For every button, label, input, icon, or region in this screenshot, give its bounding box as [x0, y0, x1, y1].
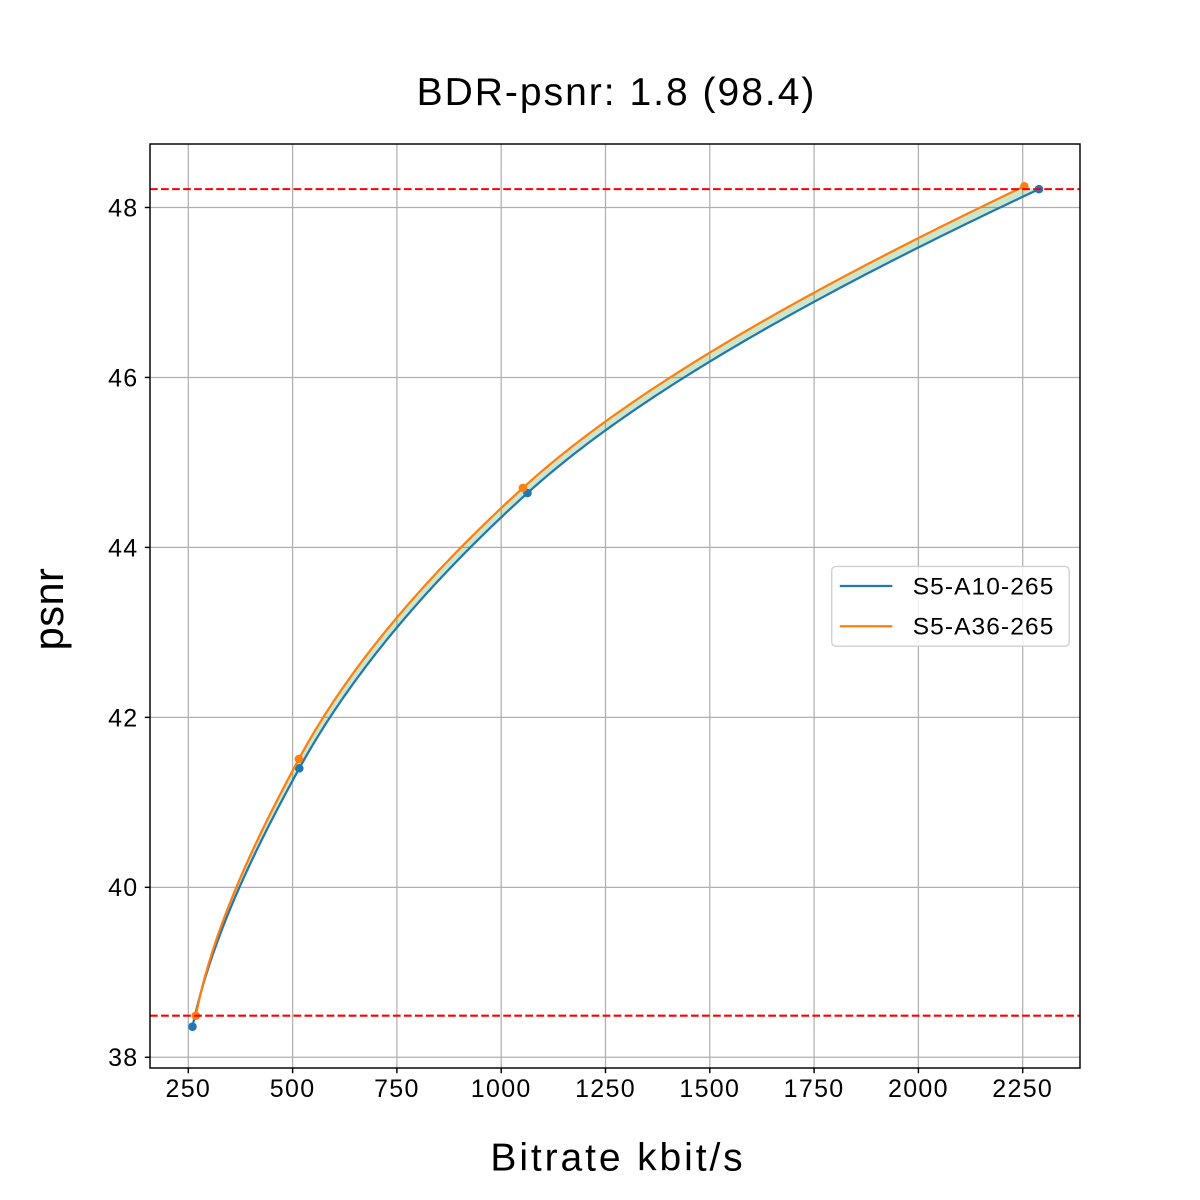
svg-text:S5-A10-265: S5-A10-265	[913, 573, 1055, 600]
svg-text:48: 48	[108, 194, 138, 222]
svg-text:40: 40	[108, 874, 138, 902]
svg-text:1000: 1000	[471, 1075, 532, 1103]
svg-text:250: 250	[165, 1075, 211, 1103]
svg-text:42: 42	[108, 704, 138, 732]
svg-text:1750: 1750	[784, 1075, 845, 1103]
svg-text:44: 44	[108, 534, 138, 562]
svg-text:2000: 2000	[888, 1075, 949, 1103]
svg-text:1500: 1500	[679, 1075, 740, 1103]
svg-text:750: 750	[374, 1075, 420, 1103]
svg-text:S5-A36-265: S5-A36-265	[913, 614, 1055, 641]
svg-text:BDR-psnr: 1.8 (98.4): BDR-psnr: 1.8 (98.4)	[417, 71, 817, 114]
svg-text:46: 46	[108, 364, 138, 392]
svg-text:38: 38	[108, 1044, 138, 1072]
svg-text:psnr: psnr	[25, 568, 72, 651]
svg-text:Bitrate kbit/s: Bitrate kbit/s	[490, 1136, 745, 1179]
svg-text:2250: 2250	[992, 1075, 1053, 1103]
svg-text:500: 500	[270, 1075, 316, 1103]
svg-text:1250: 1250	[575, 1075, 636, 1103]
